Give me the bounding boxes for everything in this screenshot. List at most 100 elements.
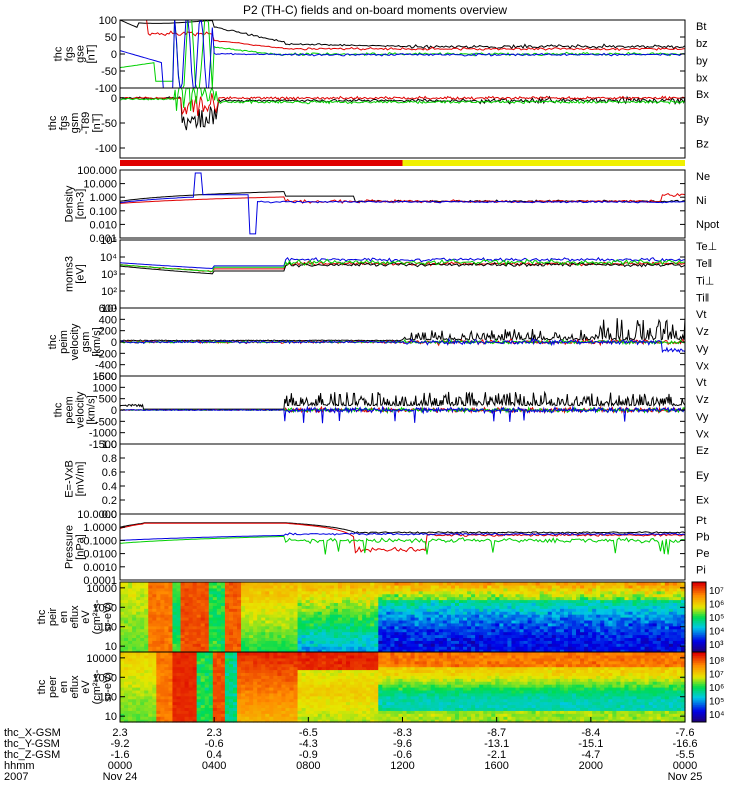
- series-Npot: [120, 172, 685, 235]
- y-axis-label: [nT]: [91, 114, 103, 133]
- y-tick-label: 0.0100: [83, 549, 117, 561]
- y-tick-label: 0.8: [102, 453, 117, 465]
- y-tick-label: 10¹: [101, 303, 117, 315]
- y-axis-label: peim: [58, 330, 70, 354]
- series-bx: [120, 20, 685, 88]
- y-tick-label: 10⁴: [100, 252, 117, 264]
- y-tick-label: 10.000: [83, 179, 117, 191]
- x-tick-label: 0800: [296, 760, 320, 772]
- series-By: [120, 88, 685, 111]
- y-tick-label: 1000: [93, 672, 117, 684]
- region-bar-red: [120, 160, 403, 166]
- legend-Te‖: Te‖: [696, 258, 712, 270]
- x-tick-label: Nov 24: [103, 771, 138, 783]
- y-axis-label: gsm: [80, 332, 92, 353]
- x-row-label: 2007: [4, 771, 28, 783]
- x-tick-label: 1200: [390, 760, 414, 772]
- y-tick-label: -50: [101, 118, 117, 130]
- legend-Vz: Vz: [696, 394, 709, 406]
- x-tick-label: 1600: [484, 760, 508, 772]
- series-Pi: [120, 532, 685, 541]
- legend-Pb: Pb: [696, 532, 709, 544]
- y-tick-label: 0.6: [102, 467, 117, 479]
- colorbar-tick: 10³: [709, 640, 724, 651]
- x-tick-label: 2.3: [207, 727, 222, 739]
- panel-efield: 1.0 0.8 0.6 0.4 0.2 0.0 E=-VxB [mV/m] Ez Ey Ex: [64, 439, 710, 521]
- y-tick-label: 0.0010: [83, 562, 117, 574]
- y-axis-label: eflux: [69, 605, 81, 629]
- y-tick-label: 10⁵: [100, 235, 117, 247]
- y-axis-label: thc: [47, 334, 59, 349]
- x-tick-label: -8.3: [393, 727, 412, 739]
- spectrogram-peir_en_eflux: [120, 582, 686, 653]
- y-tick-label: 1.0000: [83, 522, 117, 534]
- y-tick-label: 100: [99, 692, 117, 704]
- series-Vt: [120, 390, 685, 410]
- y-tick-label: 10: [105, 711, 117, 723]
- colorbar-tick: 10⁴: [709, 710, 724, 721]
- chart-title: P2 (TH-C) fields and on-board moments ov…: [243, 3, 507, 17]
- y-tick-label: 100.000: [77, 165, 117, 177]
- legend-Ex: Ex: [696, 495, 709, 507]
- y-axis-label: en: [58, 611, 70, 623]
- x-tick-label: -9.6: [393, 738, 412, 750]
- y-tick-label: 0.001: [89, 233, 117, 245]
- y-tick-label: 0.0001: [83, 575, 117, 587]
- y-axis-label: velocity: [75, 391, 87, 428]
- panel-density: 100.000 10.0001.000 0.1000.010 0.001 Density…: [64, 165, 720, 245]
- y-axis-label: [km/s]: [91, 327, 103, 356]
- series-Vx: [120, 405, 685, 424]
- x-tick-label: -9.2: [111, 738, 130, 750]
- y-axis-label: thc: [47, 115, 59, 130]
- y-tick-label: 0.1000: [83, 535, 117, 547]
- x-row-label: thc_X-GSM: [4, 727, 61, 739]
- x-tick-label: -0.9: [299, 749, 318, 761]
- colorbar-peer_en_eflux: 10⁸ 10⁷ 10⁶ 10⁵ 10⁴: [691, 651, 724, 723]
- x-tick-label: 0000: [673, 760, 697, 772]
- y-tick-label: 10000: [86, 653, 117, 665]
- y-tick-label: -50: [101, 66, 117, 78]
- y-axis-label: sr-eV): [102, 602, 114, 632]
- y-axis-label: sr-eV): [102, 672, 114, 702]
- y-tick-label: 0.0: [102, 509, 117, 521]
- legend-Te⊥: Te⊥: [696, 241, 717, 253]
- y-axis-label: velocity: [69, 323, 81, 360]
- y-tick-label: 100: [99, 15, 117, 27]
- y-tick-label: -600: [95, 371, 117, 383]
- y-tick-label: 0: [111, 49, 117, 61]
- y-tick-label: 200: [99, 326, 117, 338]
- y-tick-label: 0: [111, 405, 117, 417]
- x-tick-label: -7.6: [676, 727, 695, 739]
- y-axis-label: eV: [80, 610, 92, 624]
- y-tick-label: -500: [95, 416, 117, 428]
- legend-Vx: Vx: [696, 428, 709, 440]
- x-tick-label: Nov 25: [668, 771, 703, 783]
- x-tick-label: 0000: [108, 760, 132, 772]
- y-axis-label: [nT]: [86, 45, 98, 64]
- x-row-label: thc_Y-GSM: [4, 738, 60, 750]
- series-Vt: [120, 317, 685, 342]
- series-Bx: [120, 95, 685, 131]
- x-tick-label: -4.3: [299, 738, 318, 750]
- legend-Bx: Bx: [696, 89, 709, 101]
- colorbar-tick: 10⁶: [709, 600, 724, 611]
- y-tick-label: 600: [99, 303, 117, 315]
- y-tick-label: 10³: [101, 269, 117, 281]
- colorbar-peir_en_eflux: 10⁷ 10⁶ 10⁵ 10⁴ 10³: [691, 581, 724, 653]
- y-tick-label: 1.000: [89, 192, 117, 204]
- x-tick-label: -8.7: [487, 727, 506, 739]
- legend-Ne: Ne: [696, 171, 710, 183]
- y-axis-label: eV: [80, 680, 92, 694]
- y-tick-label: 0.010: [89, 219, 117, 231]
- series-Bz: [120, 93, 685, 116]
- x-tick-label: -0.6: [205, 738, 224, 750]
- y-axis-label: [mV/m]: [75, 462, 87, 497]
- x-tick-label: -8.4: [581, 727, 600, 739]
- y-tick-label: 100: [99, 622, 117, 634]
- y-tick-label: -1000: [89, 428, 117, 440]
- y-tick-label: 400: [99, 314, 117, 326]
- legend-Ni: Ni: [696, 195, 706, 207]
- y-axis-label: eflux: [69, 675, 81, 699]
- legend-by: by: [696, 55, 708, 67]
- y-axis-label: en: [58, 681, 70, 693]
